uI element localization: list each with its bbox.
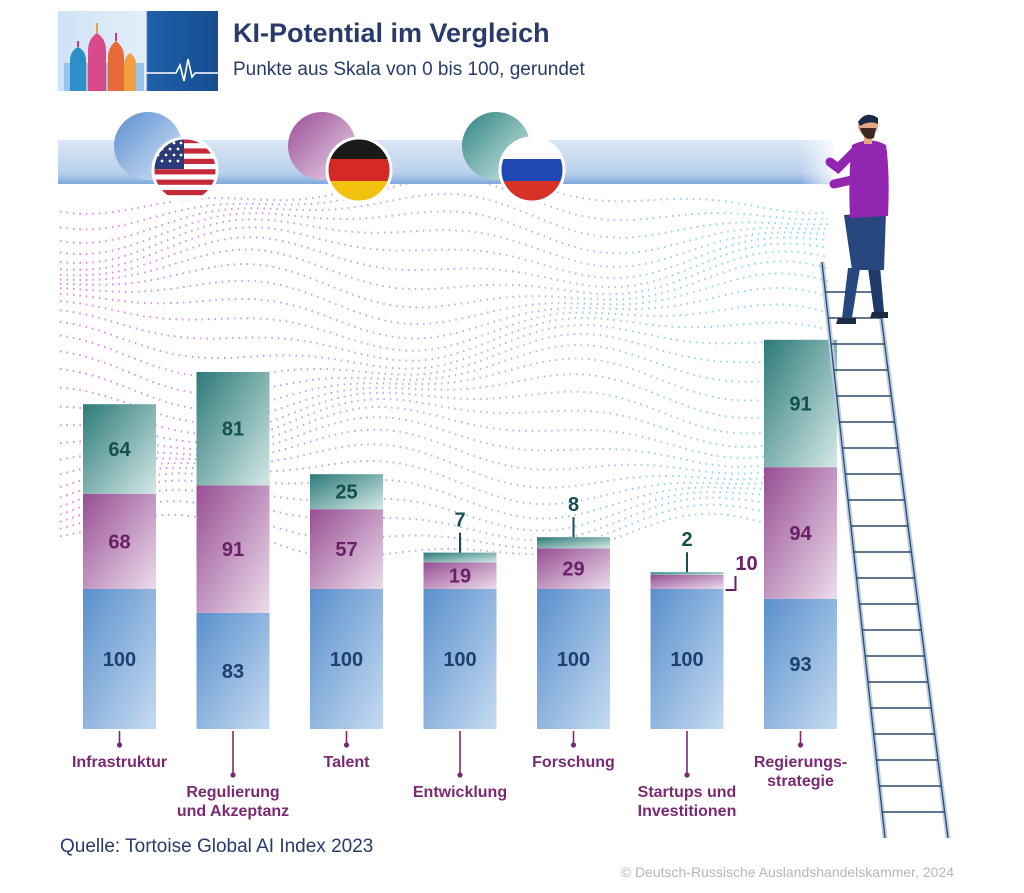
bar-us-3 (310, 589, 383, 729)
ladder-illustration (819, 261, 951, 839)
value-label-us-3: 100 (330, 649, 363, 671)
value-label-germany-1: 68 (108, 531, 130, 553)
bar-russia-2 (196, 372, 270, 486)
bar-germany-6 (650, 575, 724, 589)
value-label-russia-2: 81 (222, 419, 244, 441)
category-label-7: Regierungs-strategie (754, 754, 847, 790)
value-label-russia-3: 25 (335, 482, 357, 504)
bar-russia-1 (83, 404, 156, 494)
bar-us-1 (83, 589, 156, 729)
person-illustration (825, 114, 889, 324)
page-title: KI-Potential im Vergleich (233, 18, 550, 48)
bar-russia-6 (650, 572, 724, 575)
bar-russia-7 (764, 339, 837, 468)
category-label-6: Startups und Investitionen (638, 784, 737, 820)
category-label-5: Forschung (532, 754, 615, 771)
value-label-germany-3: 57 (335, 539, 357, 561)
bar-germany-4 (423, 562, 497, 589)
dotted-wave-background (59, 164, 829, 559)
value-label-us-4: 100 (443, 649, 476, 671)
category-label-4: Entwicklung (413, 784, 507, 801)
bar-us-2 (196, 612, 270, 729)
bar-germany-5 (537, 548, 610, 589)
bar-germany-7 (764, 467, 837, 599)
logo-image (58, 11, 218, 91)
value-label-russia-6: 2 (681, 529, 692, 551)
value-label-russia-1: 64 (108, 439, 131, 461)
bar-us-4 (423, 589, 497, 729)
value-label-russia-4: 7 (454, 510, 465, 532)
category-label-1: Infrastruktur (72, 754, 167, 771)
value-label-germany-4: 19 (449, 566, 471, 588)
category-label-2: Regulierung und Akzeptanz (177, 784, 289, 820)
bar-germany-3 (310, 509, 383, 589)
value-label-us-5: 100 (557, 649, 590, 671)
value-label-germany-7: 94 (789, 523, 812, 545)
page-subtitle: Punkte aus Skala von 0 bis 100, gerundet (233, 59, 585, 80)
value-label-us-7: 93 (789, 654, 811, 676)
source-note: Quelle: Tortoise Global AI Index 2023 (60, 836, 374, 857)
value-label-germany-6: 10 (735, 553, 757, 575)
bar-us-6 (650, 589, 724, 729)
value-label-us-6: 100 (670, 649, 703, 671)
value-label-germany-5: 29 (562, 559, 584, 581)
value-label-russia-7: 91 (789, 394, 811, 416)
leader-line-germany-6 (725, 576, 737, 591)
copyright-note: © Deutsch-Russische Auslandshandelskamme… (620, 864, 954, 880)
bar-us-5 (537, 589, 610, 729)
us-flag-icon (153, 138, 217, 202)
value-label-russia-5: 8 (568, 494, 579, 516)
bar-russia-5 (537, 537, 610, 549)
bar-germany-2 (196, 485, 270, 613)
value-label-germany-2: 91 (222, 539, 244, 561)
bar-us-7 (764, 598, 837, 729)
value-label-us-2: 83 (222, 661, 244, 683)
value-label-us-1: 100 (103, 649, 136, 671)
category-label-3: Talent (324, 754, 371, 771)
bar-russia-3 (310, 474, 383, 510)
bar-germany-1 (83, 493, 156, 589)
bar-russia-4 (423, 552, 497, 563)
